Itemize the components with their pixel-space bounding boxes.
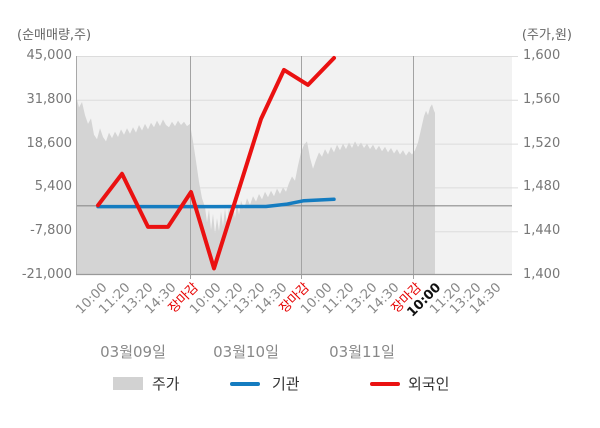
volume-tick-label: 45,000 [26,48,73,63]
institution-line-swatch-icon [230,382,260,386]
price-tick-label: 1,560 [523,91,561,107]
price-tick-label: 1,400 [523,267,561,282]
price-tick-label: 1,440 [523,223,561,239]
price-tick-label: 1,480 [523,179,561,195]
plot-area [76,56,518,279]
price-tick-label: 1,520 [523,135,561,151]
legend-label-foreigner: 외국인 [408,375,450,393]
foreigner-line-series [96,56,336,271]
legend: 주가 기관 외국인 [0,371,600,397]
date-label: 03월09일 [100,343,166,361]
volume-tick-label: 5,400 [34,179,72,195]
price-area-swatch-icon [113,377,143,390]
volume-tick-label: 18,600 [26,135,73,151]
price-area-series [76,95,435,276]
volume-tick-label: -7,800 [30,223,72,239]
price-axis-title: (주가,원) [521,28,572,43]
foreigner-line-swatch-icon [370,382,400,386]
legend-label-institution: 기관 [272,375,300,393]
date-label: 03월11일 [329,343,395,361]
price-tick-label: 1,600 [523,48,561,63]
volume-tick-label: -21,000 [21,267,72,282]
volume-tick-label: 31,800 [26,91,73,107]
date-label: 03월10일 [213,343,279,361]
legend-label-price: 주가 [152,375,180,393]
volume-axis-title: (순매매량,주) [17,28,92,43]
